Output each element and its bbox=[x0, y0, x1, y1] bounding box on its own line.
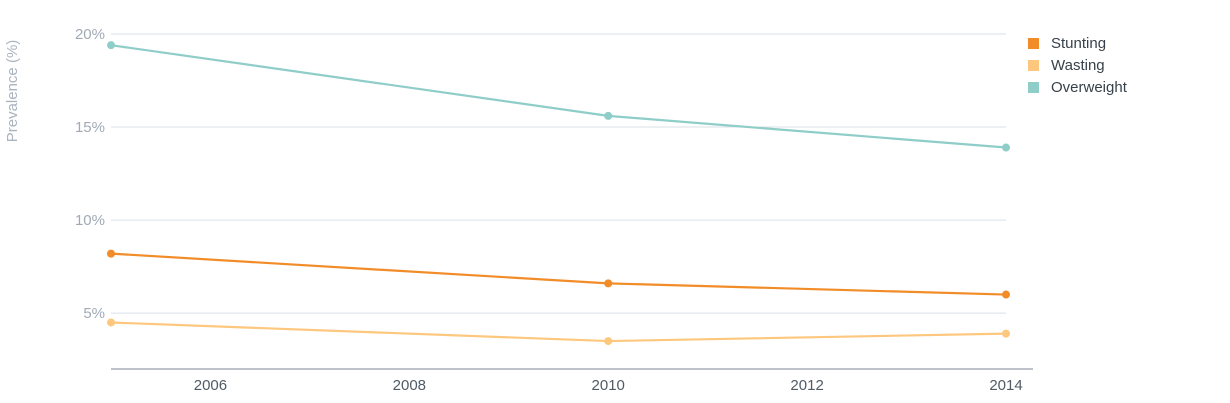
series-line-stunting bbox=[110, 252, 1007, 296]
legend-swatch-stunting bbox=[1028, 37, 1039, 49]
series-line-wasting bbox=[110, 321, 1007, 343]
y-axis-label: Prevalence (%) bbox=[4, 40, 21, 143]
x-tick-label: 2014 bbox=[989, 377, 1022, 394]
data-point-stunting[interactable] bbox=[604, 279, 613, 288]
data-point-wasting[interactable] bbox=[107, 318, 115, 327]
y-tick-label: 5% bbox=[83, 305, 105, 322]
y-axis-ticks: 5% 10% 15% 20% bbox=[75, 26, 105, 322]
legend-label-overweight: Overweight bbox=[1051, 78, 1127, 96]
data-point-overweight[interactable] bbox=[604, 111, 613, 120]
series-layer bbox=[107, 41, 1010, 346]
x-tick-label: 2008 bbox=[393, 377, 426, 394]
y-tick-label: 20% bbox=[75, 26, 105, 43]
data-point-stunting[interactable] bbox=[107, 249, 115, 258]
legend-swatch-overweight bbox=[1028, 81, 1039, 93]
legend: Stunting Wasting Overweight bbox=[1028, 32, 1127, 98]
series-line-overweight bbox=[110, 44, 1007, 149]
legend-label-stunting: Stunting bbox=[1051, 34, 1107, 52]
data-point-wasting[interactable] bbox=[604, 337, 613, 346]
legend-item-wasting[interactable]: Wasting bbox=[1028, 54, 1127, 76]
series-overweight bbox=[107, 41, 1010, 152]
y-tick-label: 15% bbox=[75, 119, 105, 136]
data-point-stunting[interactable] bbox=[1002, 290, 1010, 299]
x-tick-label: 2012 bbox=[790, 377, 823, 394]
data-point-overweight[interactable] bbox=[107, 41, 115, 50]
series-wasting bbox=[107, 318, 1010, 346]
y-tick-label: 10% bbox=[75, 212, 105, 229]
grid-lines bbox=[111, 33, 1006, 314]
legend-item-stunting[interactable]: Stunting bbox=[1028, 32, 1127, 54]
series-stunting bbox=[107, 249, 1010, 299]
x-tick-label: 2010 bbox=[592, 377, 625, 394]
legend-item-overweight[interactable]: Overweight bbox=[1028, 76, 1127, 98]
legend-label-wasting: Wasting bbox=[1051, 56, 1105, 74]
legend-swatch-wasting bbox=[1028, 59, 1039, 71]
x-axis-ticks: 2006 2008 2010 2012 2014 bbox=[194, 377, 1023, 394]
data-point-overweight[interactable] bbox=[1002, 143, 1010, 152]
x-tick-label: 2006 bbox=[194, 377, 227, 394]
data-point-wasting[interactable] bbox=[1002, 329, 1010, 338]
